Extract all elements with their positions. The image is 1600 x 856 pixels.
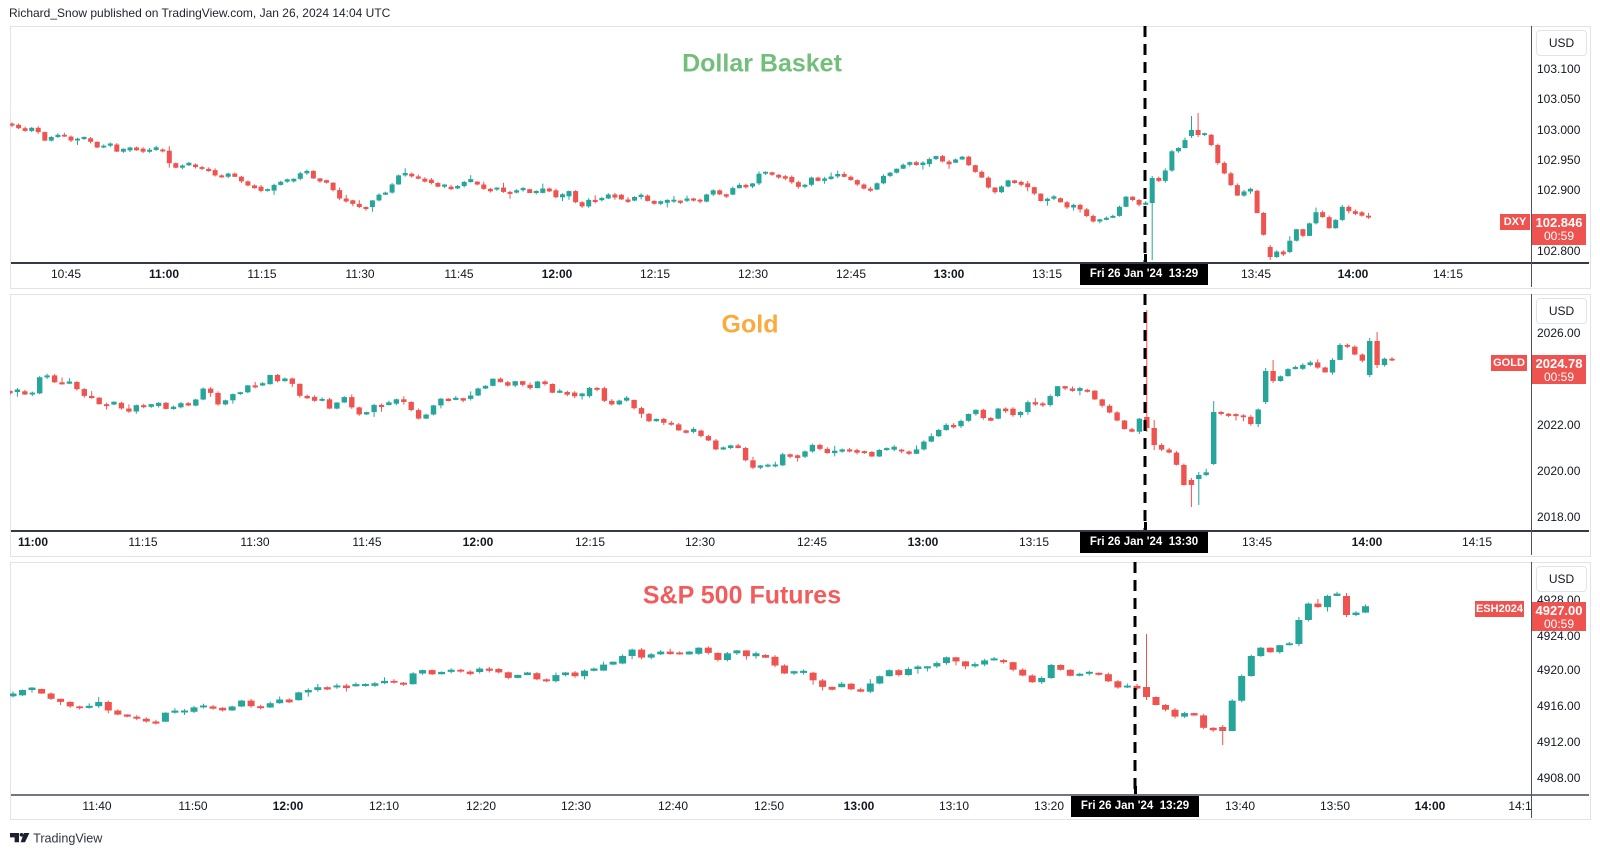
svg-text:TradingView: TradingView (33, 833, 103, 846)
